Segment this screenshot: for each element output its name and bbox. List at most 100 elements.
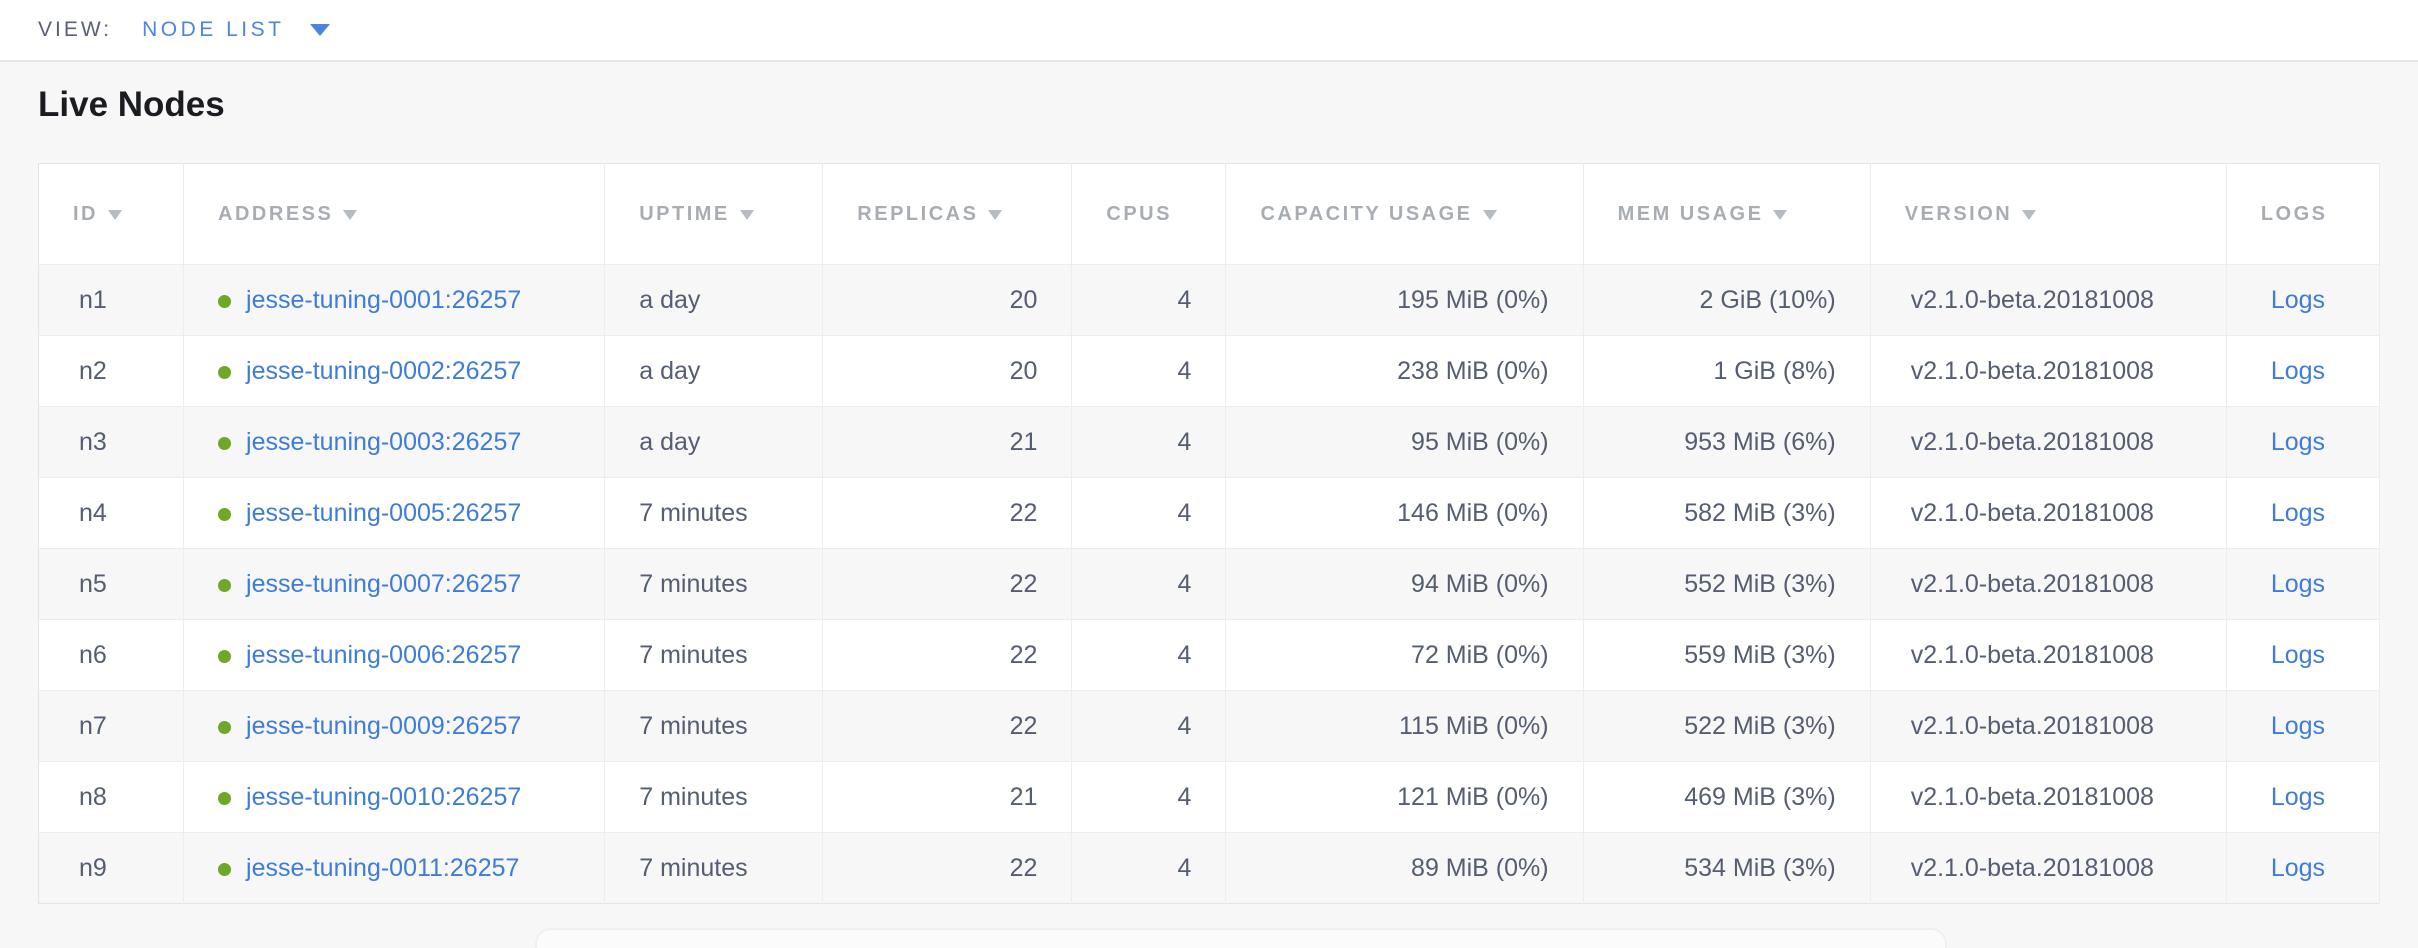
column-header-label: ID (73, 202, 98, 225)
cell-node-id: n3 (38, 406, 185, 478)
cell-capacity-usage: 121 MiB (0%) (1225, 761, 1584, 833)
cell-cpus: 4 (1071, 761, 1227, 833)
table-row: n5 jesse-tuning-0007:26257 7 minutes 22 … (38, 548, 2381, 620)
node-address-link[interactable]: jesse-tuning-0010:26257 (246, 782, 522, 811)
cell-version: v2.1.0-beta.20181008 (1870, 335, 2227, 407)
cell-cpus: 4 (1071, 690, 1227, 762)
cell-uptime: a day (604, 264, 824, 336)
column-header-label: ADDRESS (218, 202, 334, 225)
cell-mem-usage: 522 MiB (3%) (1583, 690, 1871, 762)
table-row: n3 jesse-tuning-0003:26257 a day 21 4 95… (38, 406, 2381, 478)
node-address-link[interactable]: jesse-tuning-0011:26257 (246, 853, 520, 882)
cell-logs: Logs (2226, 335, 2381, 407)
cell-replicas: 20 (822, 335, 1073, 407)
column-header-label: VERSION (1904, 202, 2013, 225)
cell-node-id: n1 (38, 264, 185, 336)
cell-node-id: n6 (38, 619, 185, 691)
logs-link[interactable]: Logs (2270, 569, 2326, 598)
column-header-version[interactable]: VERSION (1870, 163, 2227, 265)
cell-capacity-usage: 95 MiB (0%) (1225, 406, 1584, 478)
logs-link[interactable]: Logs (2270, 498, 2326, 527)
live-status-dot-icon (218, 365, 232, 379)
column-header-address[interactable]: ADDRESS (183, 163, 606, 265)
live-status-dot-icon (218, 720, 232, 734)
column-header-replicas[interactable]: REPLICAS (822, 163, 1073, 265)
column-header-capacity-usage[interactable]: CAPACITY USAGE (1225, 163, 1584, 265)
node-address-link[interactable]: jesse-tuning-0009:26257 (246, 711, 522, 740)
cell-uptime: 7 minutes (604, 477, 824, 549)
cell-cpus: 4 (1071, 832, 1227, 904)
cell-address: jesse-tuning-0009:26257 (183, 690, 606, 762)
column-header-cpus[interactable]: CPUS (1071, 163, 1227, 265)
cell-node-id: n7 (38, 690, 185, 762)
cell-replicas: 22 (822, 690, 1073, 762)
cell-uptime: 7 minutes (604, 832, 824, 904)
cell-uptime: a day (604, 335, 824, 407)
cell-capacity-usage: 72 MiB (0%) (1225, 619, 1584, 691)
live-status-dot-icon (218, 578, 232, 592)
column-header-uptime[interactable]: UPTIME (604, 163, 824, 265)
cell-mem-usage: 534 MiB (3%) (1583, 832, 1871, 904)
table-row: n7 jesse-tuning-0009:26257 7 minutes 22 … (38, 690, 2381, 762)
live-nodes-table: ID ADDRESS UPTIME REPLICAS CPUS CAPACITY… (38, 163, 2381, 904)
logs-link[interactable]: Logs (2270, 427, 2326, 456)
cell-replicas: 21 (822, 761, 1073, 833)
cell-version: v2.1.0-beta.20181008 (1870, 477, 2227, 549)
cell-logs: Logs (2226, 690, 2381, 762)
node-address-link[interactable]: jesse-tuning-0005:26257 (246, 498, 522, 527)
node-list-dropdown[interactable]: NODE LIST (142, 18, 331, 42)
node-address-link[interactable]: jesse-tuning-0007:26257 (246, 569, 522, 598)
cell-version: v2.1.0-beta.20181008 (1870, 406, 2227, 478)
cell-mem-usage: 582 MiB (3%) (1583, 477, 1871, 549)
cell-address: jesse-tuning-0001:26257 (183, 264, 606, 336)
column-header-label: CAPACITY USAGE (1260, 202, 1473, 225)
cell-version: v2.1.0-beta.20181008 (1870, 761, 2227, 833)
cell-address: jesse-tuning-0006:26257 (183, 619, 606, 691)
cell-replicas: 22 (822, 477, 1073, 549)
cell-version: v2.1.0-beta.20181008 (1870, 548, 2227, 620)
logs-link[interactable]: Logs (2270, 640, 2326, 669)
cell-uptime: 7 minutes (604, 761, 824, 833)
table-row: n9 jesse-tuning-0011:26257 7 minutes 22 … (38, 832, 2381, 904)
column-header-label: LOGS (2260, 202, 2328, 225)
cell-mem-usage: 1 GiB (8%) (1583, 335, 1871, 407)
cell-capacity-usage: 94 MiB (0%) (1225, 548, 1584, 620)
logs-link[interactable]: Logs (2270, 853, 2326, 882)
sort-desc-icon (988, 209, 1003, 220)
live-status-dot-icon (218, 862, 232, 876)
cell-cpus: 4 (1071, 335, 1227, 407)
column-header-label: MEM USAGE (1617, 202, 1764, 225)
column-header-mem-usage[interactable]: MEM USAGE (1583, 163, 1871, 265)
cell-address: jesse-tuning-0011:26257 (183, 832, 606, 904)
cell-uptime: a day (604, 406, 824, 478)
table-row: n2 jesse-tuning-0002:26257 a day 20 4 23… (38, 335, 2381, 407)
table-header-row: ID ADDRESS UPTIME REPLICAS CPUS CAPACITY… (38, 163, 2381, 265)
sort-desc-icon (108, 209, 122, 220)
column-header-logs: LOGS (2226, 163, 2381, 265)
logs-link[interactable]: Logs (2270, 782, 2326, 811)
logs-link[interactable]: Logs (2270, 285, 2326, 314)
logs-link[interactable]: Logs (2270, 711, 2326, 740)
cell-mem-usage: 552 MiB (3%) (1583, 548, 1871, 620)
sort-desc-icon (343, 209, 358, 220)
cell-node-id: n4 (38, 477, 185, 549)
cell-replicas: 21 (822, 406, 1073, 478)
cell-node-id: n8 (38, 761, 185, 833)
node-address-link[interactable]: jesse-tuning-0002:26257 (246, 356, 522, 385)
cell-capacity-usage: 195 MiB (0%) (1225, 264, 1584, 336)
cell-cpus: 4 (1071, 406, 1227, 478)
column-header-id[interactable]: ID (38, 163, 185, 265)
cell-version: v2.1.0-beta.20181008 (1870, 264, 2227, 336)
sort-desc-icon (1482, 209, 1497, 220)
node-address-link[interactable]: jesse-tuning-0001:26257 (246, 285, 522, 314)
cell-logs: Logs (2226, 406, 2381, 478)
node-address-link[interactable]: jesse-tuning-0003:26257 (246, 427, 522, 456)
cell-capacity-usage: 115 MiB (0%) (1225, 690, 1584, 762)
cell-cpus: 4 (1071, 619, 1227, 691)
logs-link[interactable]: Logs (2270, 356, 2326, 385)
cell-cpus: 4 (1071, 548, 1227, 620)
cell-cpus: 4 (1071, 264, 1227, 336)
node-address-link[interactable]: jesse-tuning-0006:26257 (246, 640, 522, 669)
cell-mem-usage: 953 MiB (6%) (1583, 406, 1871, 478)
table-row: n6 jesse-tuning-0006:26257 7 minutes 22 … (38, 619, 2381, 691)
